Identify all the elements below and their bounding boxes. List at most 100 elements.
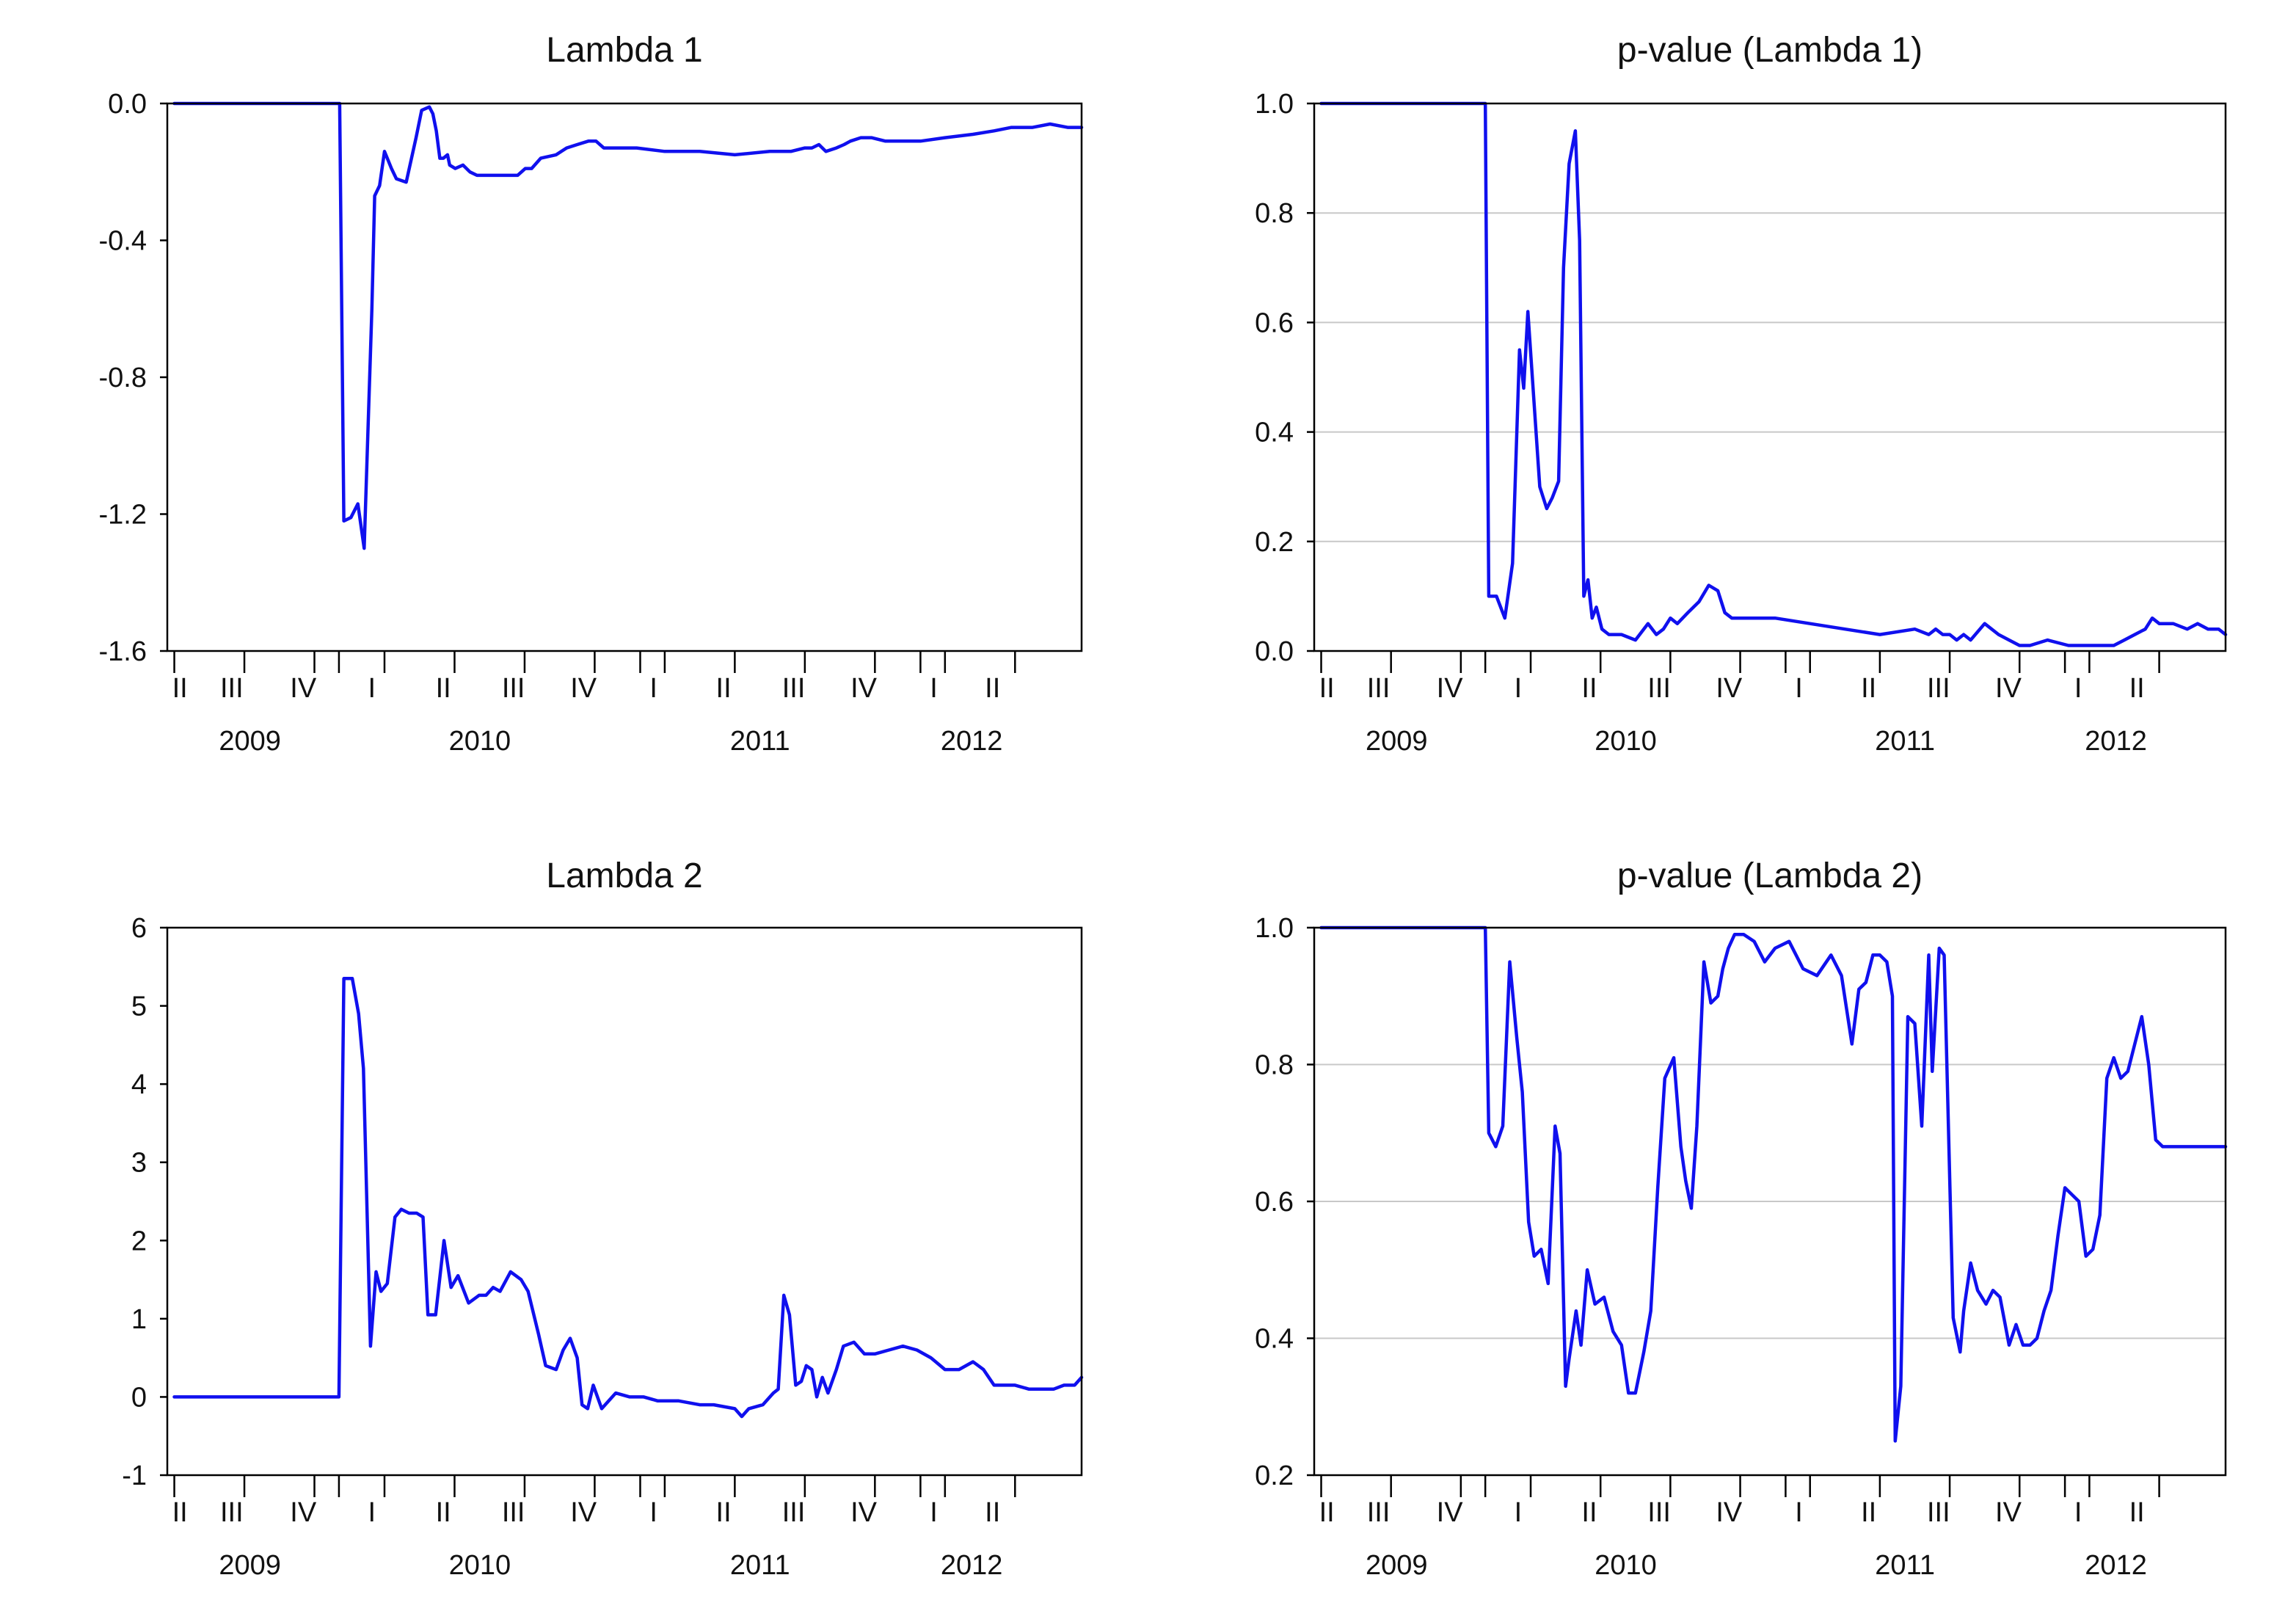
chart-title: Lambda 2: [546, 856, 703, 895]
x-quarter-label: IV: [850, 673, 878, 704]
x-year-label: 2010: [449, 1550, 511, 1581]
x-year-label: 2011: [1875, 1550, 1935, 1581]
x-quarter-label: I: [2074, 1497, 2082, 1528]
x-year-label: 2012: [2085, 726, 2147, 757]
plot-frame: [166, 102, 1083, 652]
y-tick-label: 0.4: [1255, 418, 1294, 448]
x-year-label: 2012: [941, 1550, 1003, 1581]
x-quarter-label: III: [1367, 673, 1391, 704]
y-tick-label: 0.0: [1255, 636, 1294, 667]
plot-frame: [166, 926, 1083, 1477]
x-quarter-label: I: [930, 1497, 938, 1528]
y-tick-label: 1: [131, 1304, 147, 1335]
chart-panel-2: p-value (Lambda 1)1.00.80.60.40.20.0II II…: [1255, 31, 2228, 757]
series-line: [1319, 925, 2228, 1443]
chart-panel-1: Lambda 10.0-0.4-0.8-1.2-1.6II III IV I II III…: [99, 31, 1084, 757]
plot-frame: [1313, 926, 2227, 1477]
x-quarter-label: IV: [1716, 1497, 1743, 1528]
x-quarter-label: II: [1861, 673, 1876, 704]
x-year-label: 2010: [1595, 1550, 1657, 1581]
y-tick-label: 0.6: [1255, 308, 1294, 338]
x-quarter-label: II: [985, 673, 1000, 704]
x-year-label: 2012: [2085, 1550, 2147, 1581]
x-quarter-label: III: [502, 673, 525, 704]
x-quarter-label: II: [1581, 673, 1597, 704]
x-quarter-label: III: [1647, 1497, 1671, 1528]
x-quarter-label: II: [436, 1497, 451, 1528]
x-quarter-label: II: [1319, 673, 1335, 704]
x-year-label: 2009: [1366, 1550, 1428, 1581]
y-tick-label: 0.8: [1255, 1050, 1294, 1081]
chart-title: p-value (Lambda 2): [1617, 856, 1923, 895]
x-year-label: 2011: [730, 726, 790, 757]
x-quarter-label: IV: [1437, 673, 1464, 704]
x-quarter-label: I: [1515, 673, 1523, 704]
y-tick-label: 0.2: [1255, 527, 1294, 558]
x-quarter-label: I: [1515, 1497, 1523, 1528]
y-tick-label: 4: [131, 1069, 147, 1100]
y-tick-label: -1.6: [99, 636, 147, 667]
x-quarter-label: I: [649, 673, 657, 704]
x-quarter-label: III: [1927, 1497, 1950, 1528]
y-tick-label: -0.8: [99, 363, 147, 393]
x-quarter-label: II: [2129, 673, 2145, 704]
x-quarter-label: II: [436, 673, 451, 704]
x-quarter-label: I: [368, 1497, 376, 1528]
x-quarter-label: IV: [1437, 1497, 1464, 1528]
x-quarter-label: IV: [290, 1497, 317, 1528]
y-tick-label: 3: [131, 1148, 147, 1179]
chart-title: Lambda 1: [546, 31, 703, 70]
x-year-label: 2009: [219, 1550, 281, 1581]
y-tick-label: 6: [131, 913, 147, 944]
y-tick-label: -1: [122, 1460, 147, 1491]
y-tick-label: 0.0: [108, 89, 147, 120]
chart-title: p-value (Lambda 1): [1617, 31, 1923, 70]
x-year-label: 2009: [1366, 726, 1428, 757]
x-quarter-label: IV: [1995, 673, 2022, 704]
x-quarter-label: III: [220, 1497, 244, 1528]
x-quarter-label: IV: [570, 673, 597, 704]
series-line: [172, 101, 1084, 550]
x-quarter-label: II: [1319, 1497, 1335, 1528]
x-year-label: 2011: [1875, 726, 1935, 757]
x-year-label: 2010: [449, 726, 511, 757]
x-quarter-label: II: [1581, 1497, 1597, 1528]
x-quarter-label: IV: [290, 673, 317, 704]
x-quarter-label: I: [1795, 1497, 1803, 1528]
x-quarter-label: II: [172, 1497, 188, 1528]
chart-panel-4: p-value (Lambda 2)1.00.80.60.40.2II III IV…: [1255, 856, 2228, 1581]
series-line: [172, 977, 1084, 1419]
y-tick-label: 0.8: [1255, 198, 1294, 229]
x-quarter-label: I: [649, 1497, 657, 1528]
x-quarter-label: III: [220, 673, 244, 704]
x-quarter-label: II: [716, 1497, 732, 1528]
x-quarter-label: I: [2074, 673, 2082, 704]
x-quarter-label: II: [2129, 1497, 2145, 1528]
x-quarter-label: IV: [570, 1497, 597, 1528]
x-quarter-label: IV: [1995, 1497, 2022, 1528]
y-tick-label: 0.6: [1255, 1187, 1294, 1218]
plot-frame: [1313, 102, 2227, 652]
x-quarter-label: III: [782, 673, 806, 704]
x-year-label: 2009: [219, 726, 281, 757]
x-quarter-label: IV: [1716, 673, 1743, 704]
x-quarter-label: III: [1367, 1497, 1391, 1528]
y-tick-label: 1.0: [1255, 913, 1294, 944]
x-quarter-label: III: [502, 1497, 525, 1528]
x-quarter-label: II: [172, 673, 188, 704]
x-quarter-label: III: [782, 1497, 806, 1528]
y-tick-label: -1.2: [99, 500, 147, 531]
x-year-label: 2012: [941, 726, 1003, 757]
x-quarter-label: II: [985, 1497, 1000, 1528]
x-quarter-label: I: [1795, 673, 1803, 704]
x-quarter-label: II: [1861, 1497, 1876, 1528]
x-quarter-label: I: [368, 673, 376, 704]
y-tick-label: 0.2: [1255, 1460, 1294, 1491]
x-year-label: 2011: [730, 1550, 790, 1581]
x-quarter-label: II: [716, 673, 732, 704]
x-quarter-label: III: [1927, 673, 1950, 704]
y-tick-label: 1.0: [1255, 89, 1294, 120]
y-tick-label: 2: [131, 1226, 147, 1256]
